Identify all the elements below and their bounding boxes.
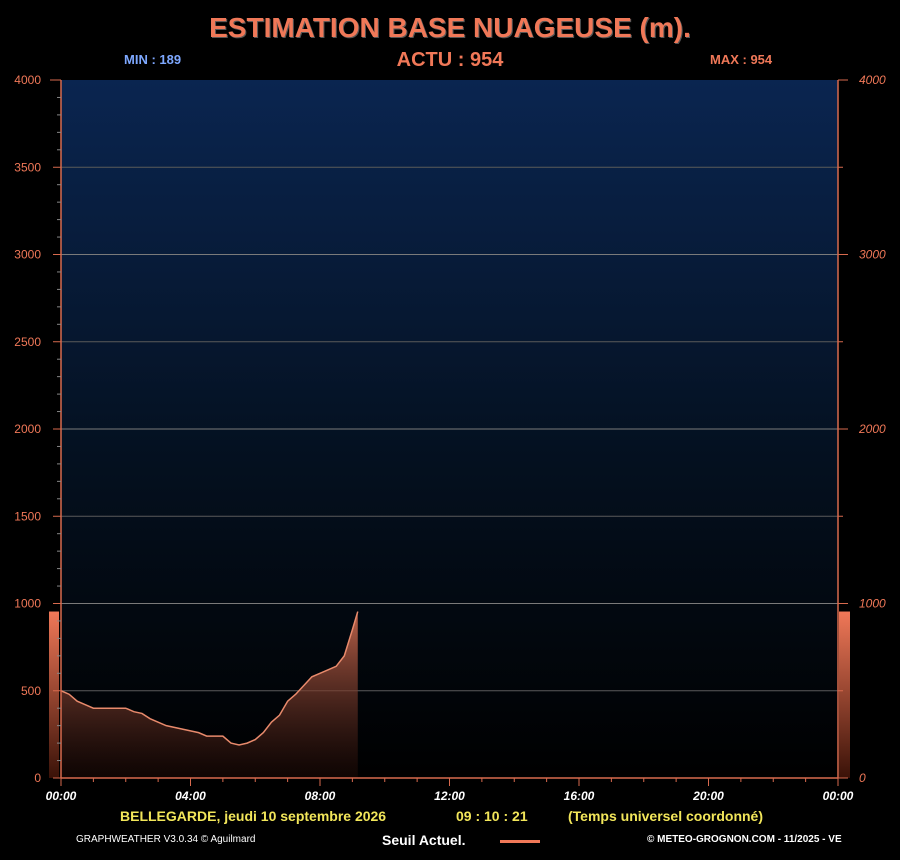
cloud-base-area — [61, 611, 358, 778]
x-tick-label: 12:00 — [434, 789, 465, 803]
timezone-label: (Temps universel coordonné) — [568, 808, 763, 824]
y-right-tick-label: 3000 — [859, 248, 886, 262]
x-tick-label: 00:00 — [46, 789, 77, 803]
y-right-tick-label: 2000 — [858, 422, 886, 436]
y-right-tick-label: 4000 — [859, 73, 886, 87]
y-tick-label: 2500 — [14, 335, 41, 349]
copyright-label: © METEO-GROGNON.COM - 11/2025 - VE — [647, 834, 842, 845]
x-tick-label: 04:00 — [175, 789, 206, 803]
version-label: GRAPHWEATHER V3.0.34 © Aguilmard — [76, 834, 256, 845]
legend-label: Seuil Actuel. — [382, 832, 466, 848]
location-date: BELLEGARDE, jeudi 10 septembre 2026 — [120, 808, 387, 824]
right-current-bar — [839, 611, 850, 778]
y-tick-label: 0 — [34, 771, 41, 785]
chart-title: ESTIMATION BASE NUAGEUSE (m). — [209, 12, 691, 43]
y-tick-label: 4000 — [14, 73, 41, 87]
cloud-base-line — [60, 611, 359, 746]
y-right-tick-label: 0 — [859, 771, 866, 785]
x-tick-label: 00:00 — [823, 789, 854, 803]
y-tick-label: 1500 — [14, 509, 41, 523]
x-tick-label: 16:00 — [564, 789, 595, 803]
current-value: ACTU : 954 — [396, 49, 504, 71]
x-tick-label: 08:00 — [305, 789, 336, 803]
y-tick-label: 3500 — [14, 160, 41, 174]
y-tick-label: 1000 — [14, 597, 41, 611]
time-readout: 09 : 10 : 21 — [456, 808, 528, 824]
min-stat: MIN : 189 — [124, 52, 182, 67]
y-tick-label: 2000 — [14, 422, 41, 436]
y-tick-label: 3000 — [14, 248, 41, 262]
left-current-bar — [49, 611, 59, 778]
y-right-tick-label: 1000 — [859, 597, 886, 611]
y-tick-label: 500 — [21, 684, 41, 698]
legend-swatch — [500, 840, 540, 843]
max-stat: MAX : 954 — [710, 52, 773, 67]
x-tick-label: 20:00 — [692, 789, 724, 803]
